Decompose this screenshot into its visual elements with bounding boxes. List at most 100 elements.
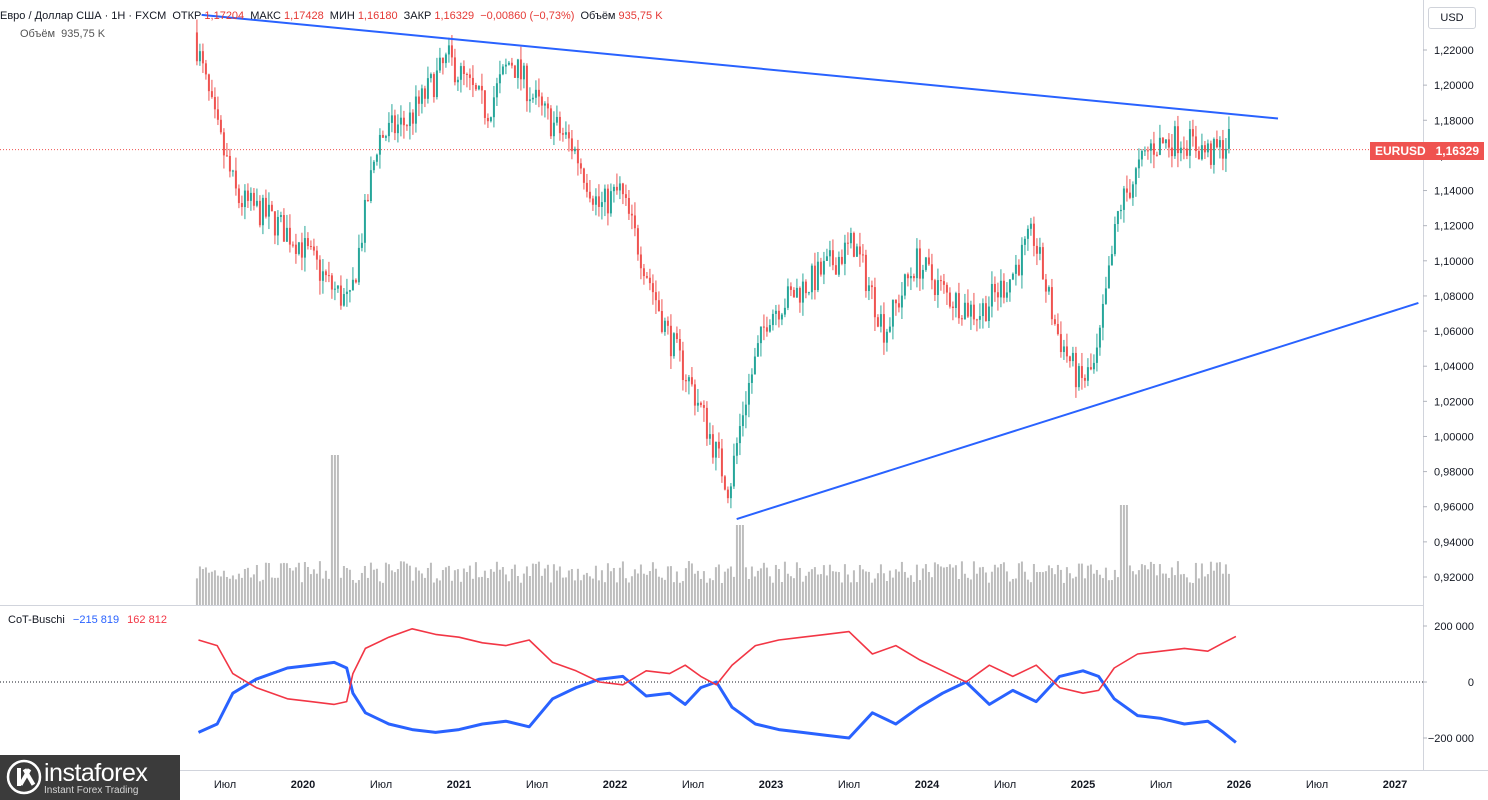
candle-body [207, 74, 210, 92]
volume-bar [468, 565, 471, 605]
volume-bar [327, 578, 330, 605]
volume-bar [963, 573, 966, 605]
candle-body [804, 281, 807, 294]
candle-body [1134, 168, 1137, 185]
candle-body [303, 238, 306, 258]
time-tick-label: Июл [214, 779, 236, 791]
candle-body [834, 265, 837, 275]
price-tick-label: 1,22000 [1434, 45, 1474, 57]
volume-bar [465, 571, 468, 605]
volume-bar [1110, 580, 1113, 605]
candle-body [450, 45, 453, 58]
candle-body [855, 246, 858, 257]
candle-body [885, 331, 888, 343]
volume-bar [762, 562, 765, 605]
symbol-label[interactable]: Евро / Доллар США · 1Н · FXCM [0, 10, 167, 22]
volume-bar [429, 562, 432, 605]
candle-body [621, 183, 624, 195]
currency-button[interactable]: USD [1428, 7, 1476, 29]
candle-body [870, 285, 873, 288]
candle-body [1071, 352, 1074, 362]
instaforex-logo[interactable]: instaforex Instant Forex Trading [0, 755, 180, 800]
volume-bar [1224, 564, 1227, 605]
volume-bar [1215, 562, 1218, 605]
candle-body [462, 66, 465, 74]
candle-body [333, 288, 336, 290]
candle-body [1221, 140, 1224, 159]
candle-body [1206, 143, 1209, 153]
candle-body [210, 91, 213, 98]
candle-body [702, 405, 705, 408]
indicator-name[interactable]: CoT-Buschi [8, 614, 65, 626]
volume-bar [270, 577, 273, 605]
volume-bar [507, 581, 510, 605]
volume-bar [981, 566, 984, 605]
candle-body [849, 232, 852, 244]
volume-bar [768, 576, 771, 605]
volume-bar [1113, 569, 1116, 605]
volume-bar [828, 564, 831, 605]
volume-row-label[interactable]: Объём [20, 28, 56, 40]
volume-bar [567, 570, 570, 605]
candle-body [429, 74, 432, 79]
candle-body [399, 117, 402, 125]
candle-body [390, 115, 393, 123]
candle-body [900, 295, 903, 308]
volume-bar [678, 582, 681, 605]
cot-tick-label: −200 000 [1428, 733, 1474, 745]
volume-bar [627, 582, 630, 605]
volume-bar [951, 567, 954, 605]
candle-body [648, 277, 651, 284]
candle-body [1023, 238, 1026, 245]
volume-bar [744, 567, 747, 605]
candle-body [396, 124, 399, 134]
volume-bar [609, 571, 612, 605]
volume-bar [1146, 569, 1149, 605]
candle-body [1020, 244, 1023, 276]
volume-bar [699, 578, 702, 605]
volume-bar [642, 573, 645, 605]
volume-bar [660, 577, 663, 605]
candle-body [1158, 137, 1161, 155]
volume-bar [1197, 578, 1200, 605]
volume-bar [666, 566, 669, 605]
volume-bar [1107, 580, 1110, 605]
candle-body [1128, 192, 1131, 198]
volume-bar [630, 576, 633, 605]
candle-body [579, 163, 582, 169]
candle-body [1008, 279, 1011, 293]
volume-bar [1122, 505, 1125, 605]
volume-bar [765, 567, 768, 605]
candle-body [690, 377, 693, 385]
candle-body [867, 285, 870, 292]
volume-bar [1185, 577, 1188, 605]
candle-body [1032, 223, 1035, 246]
volume-bar [237, 573, 240, 605]
volume-bar [867, 571, 870, 605]
candle-body [225, 155, 228, 157]
candle-body [408, 112, 411, 127]
volume-bar [852, 570, 855, 605]
price-tick-label: 0,98000 [1434, 467, 1474, 479]
candle-body [873, 287, 876, 318]
volume-bar [972, 561, 975, 605]
volume-bar [651, 562, 654, 605]
candle-body [939, 280, 942, 282]
volume-bar [549, 582, 552, 605]
volume-bar [318, 561, 321, 605]
volume-bar [1074, 576, 1077, 605]
volume-bar [711, 580, 714, 605]
volume-bar [561, 577, 564, 605]
volume-bar [321, 578, 324, 605]
candle-body [912, 276, 915, 279]
volume-value: 935,75 K [618, 10, 663, 22]
candle-body [861, 254, 864, 256]
volume-bar [369, 562, 372, 605]
candle-body [741, 415, 744, 427]
candle-body [612, 186, 615, 192]
candle-body [903, 274, 906, 296]
candle-body [882, 314, 885, 343]
candle-body [420, 88, 423, 104]
candle-body [471, 77, 474, 86]
